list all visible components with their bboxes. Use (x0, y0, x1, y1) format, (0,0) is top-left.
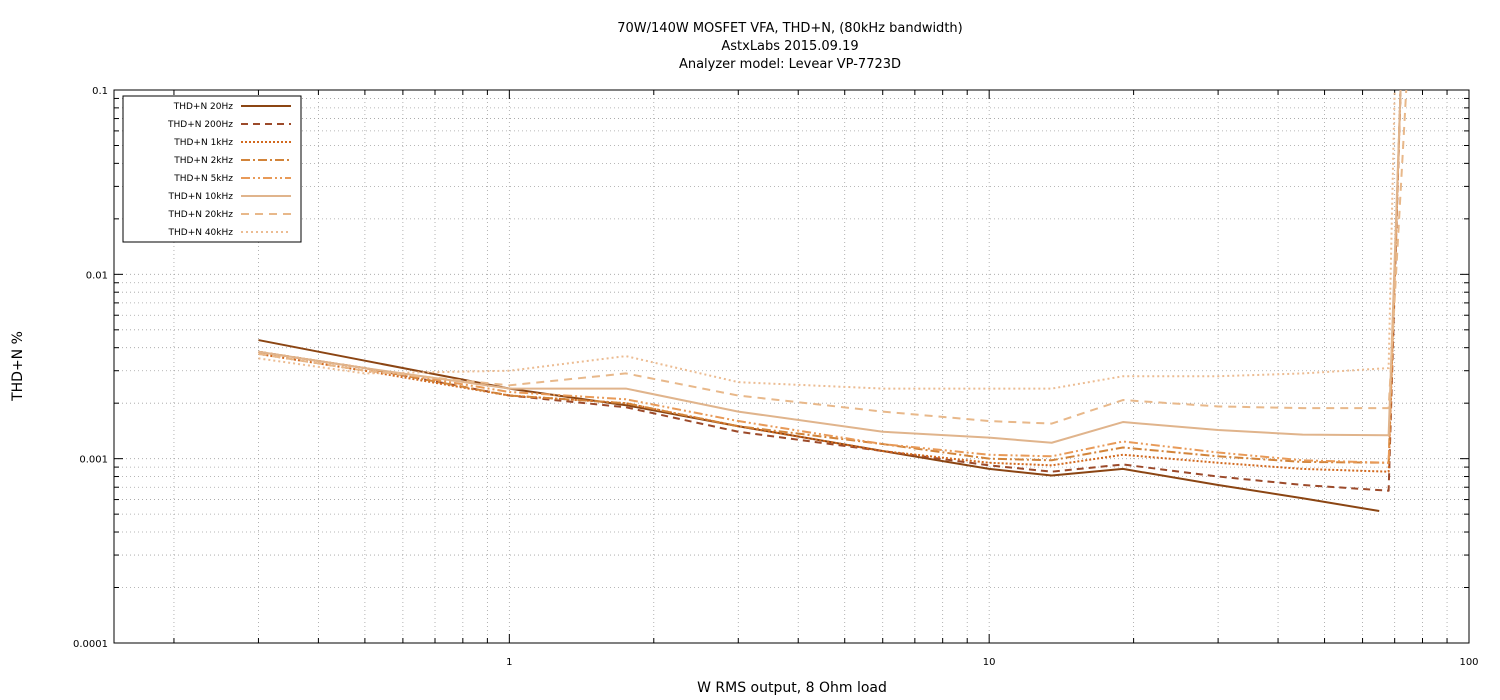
series-line-6 (258, 90, 1408, 425)
series-line-5 (258, 90, 1402, 444)
x-tick-label: 100 (1459, 657, 1478, 668)
x-tick-label: 1 (506, 657, 512, 668)
chart-title-line-2: AstxLabs 2015.09.19 (721, 39, 858, 54)
y-tick-label: 0.001 (79, 455, 108, 466)
series-line-1 (258, 90, 1402, 492)
legend-label: THD+N 20kHz (168, 210, 234, 220)
legend-label: THD+N 20Hz (173, 102, 234, 112)
grid-lines (114, 90, 1469, 643)
legend-label: THD+N 40kHz (168, 228, 234, 238)
axis-ticks: 1 10 100 0.0001 0.001 0.01 0.1 (73, 86, 1479, 668)
series-lines (258, 90, 1408, 513)
series-line-4 (258, 90, 1402, 464)
x-axis-label: W RMS output, 8 Ohm load (697, 680, 887, 696)
legend-label: THD+N 2kHz (173, 156, 233, 166)
legend-label: THD+N 1kHz (173, 138, 233, 148)
legend-label: THD+N 10kHz (168, 192, 234, 202)
series-line-7 (258, 90, 1396, 390)
legend-box (122, 95, 302, 243)
chart-title-line-3: Analyzer model: Levear VP-7723D (679, 57, 901, 72)
series-line-3 (258, 90, 1402, 464)
y-axis-label: THD+N % (10, 331, 26, 402)
y-tick-label: 0.1 (92, 86, 108, 97)
series-line-0 (258, 339, 1380, 513)
plot-frame (113, 89, 1470, 644)
series-line-2 (258, 90, 1402, 473)
legend-label: THD+N 5kHz (173, 174, 233, 184)
legend-label: THD+N 200Hz (167, 120, 233, 130)
x-tick-label: 10 (983, 657, 996, 668)
y-tick-label: 0.01 (86, 270, 108, 281)
y-tick-label: 0.0001 (73, 639, 108, 650)
legend: THD+N 20Hz THD+N 200Hz THD+N 1kHz THD+N 2kH… (122, 95, 302, 243)
chart-title-line-1: 70W/140W MOSFET VFA, THD+N, (80kHz bandw… (617, 21, 962, 36)
